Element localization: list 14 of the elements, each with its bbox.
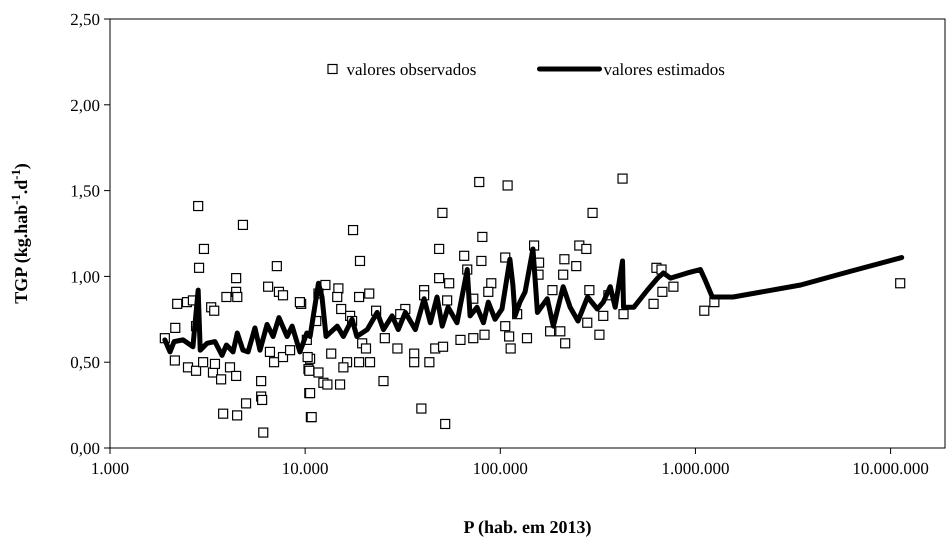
y-tick-label: 1,50 <box>70 182 100 201</box>
y-tick-label: 2,50 <box>70 10 100 29</box>
y-tick-label: 0,00 <box>70 439 100 458</box>
legend-label: valores estimados <box>604 60 725 79</box>
x-tick-label: 1.000.000 <box>661 459 730 478</box>
y-tick-label: 0,50 <box>70 353 100 372</box>
x-tick-label: 10.000 <box>282 459 329 478</box>
x-axis-title: P (hab. em 2013) <box>464 517 592 537</box>
y-tick-label: 2,00 <box>70 96 100 115</box>
x-tick-label: 1.000 <box>90 459 130 478</box>
legend-label: valores observados <box>346 60 476 79</box>
x-tick-label: 100.000 <box>472 459 528 478</box>
y-tick-label: 1,00 <box>70 267 100 286</box>
x-tick-label: 10.000.000 <box>852 459 929 478</box>
